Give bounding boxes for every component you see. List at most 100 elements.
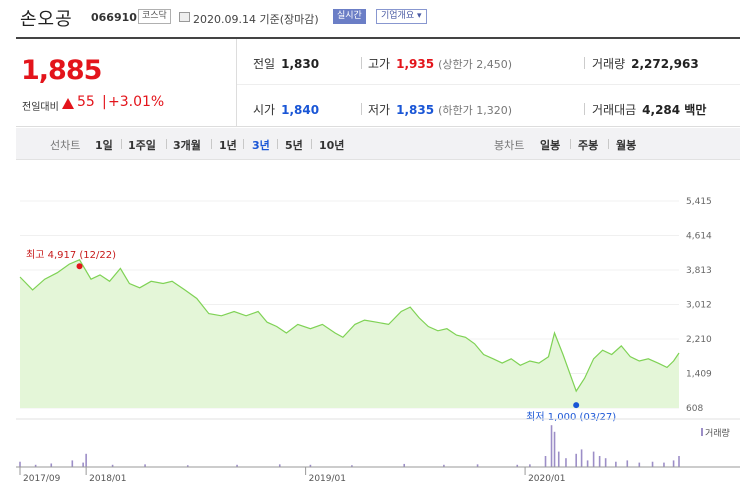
y-tick-label: 3,813 xyxy=(686,266,712,276)
volume-bar xyxy=(557,451,560,467)
amount-value: 4,284 백만 xyxy=(642,103,707,117)
volume-label: 거래량 xyxy=(592,57,626,71)
volume-cell: 거래량 2,272,963 xyxy=(592,53,699,73)
price-summary: 1,885 전일대비 55 | +3.01% 전일 1,830 고가 1,935 (상… xyxy=(16,37,740,127)
prev-close-cell: 전일 1,830 xyxy=(253,53,319,73)
amount-cell: 거래대금 4,284 백만 xyxy=(592,99,706,119)
volume-bar xyxy=(71,460,74,467)
volume-bar xyxy=(529,464,531,467)
volume-bar xyxy=(50,463,53,467)
volume-bar xyxy=(309,464,312,467)
volume-bar xyxy=(34,464,37,467)
price-chart-area: 5,415 4,614 3,813 3,012 2,210 1,409 608 최고 4,9… xyxy=(16,161,740,488)
volume-bars: 거래량 xyxy=(16,418,740,467)
reference-date: 2020.09.14 기준(장마감) xyxy=(193,13,319,26)
low-marker xyxy=(573,402,580,409)
stock-name: 손오공 xyxy=(20,9,73,30)
volume-bar xyxy=(615,461,617,467)
tab-3year[interactable]: 3년 xyxy=(252,139,270,152)
low-annotation: 최저 1,000 (03/27) xyxy=(526,411,616,423)
volume-bar xyxy=(516,464,519,467)
y-tick-label: 2,210 xyxy=(686,335,712,345)
tab-1day[interactable]: 1일 xyxy=(95,139,113,152)
y-tick-label: 4,614 xyxy=(686,231,712,241)
volume-bar xyxy=(678,456,680,467)
volume-bar xyxy=(403,463,406,467)
y-tick-label: 5,415 xyxy=(686,197,712,207)
y-tick-label: 1,409 xyxy=(686,370,712,380)
tab-separator xyxy=(243,139,244,149)
tab-3month[interactable]: 3개월 xyxy=(173,139,201,152)
low-cell: 저가 1,835 (하한가 1,320) xyxy=(368,99,512,119)
change-rate: +3.01% xyxy=(108,94,165,110)
tab-weekly-candle[interactable]: 주봉 xyxy=(578,139,599,152)
volume-bar xyxy=(592,451,595,467)
high-cell: 고가 1,935 (상한가 2,450) xyxy=(368,53,512,73)
prev-close-value: 1,830 xyxy=(281,57,320,71)
volume-bar xyxy=(278,464,281,467)
tab-separator xyxy=(311,139,312,149)
y-axis-labels: 5,415 4,614 3,813 3,012 2,210 1,409 608 xyxy=(686,197,712,414)
line-chart-label: 선차트 xyxy=(50,139,81,152)
open-label: 시가 xyxy=(253,103,276,117)
tab-monthly-candle[interactable]: 월봉 xyxy=(616,139,637,152)
volume-bar xyxy=(443,464,445,467)
tab-separator xyxy=(570,139,571,149)
price-chart: 5,415 4,614 3,813 3,012 2,210 1,409 608 최고 4,9… xyxy=(16,197,740,484)
amount-label: 거래대금 xyxy=(592,103,637,117)
volume-bar xyxy=(663,462,665,467)
y-tick-label: 608 xyxy=(686,404,703,414)
price-series-line xyxy=(19,259,680,393)
volume-bar xyxy=(638,462,641,467)
change-separator: | xyxy=(102,94,107,110)
volume-bar xyxy=(85,453,87,467)
tab-10year[interactable]: 10년 xyxy=(319,139,345,152)
upper-limit: (상한가 2,450) xyxy=(438,58,512,71)
volume-bar xyxy=(550,425,553,467)
cell-separator xyxy=(584,103,585,115)
x-axis-labels: 2017/09 2018/01 2019/01 2020/01 xyxy=(16,466,740,484)
volume-bar xyxy=(604,458,607,467)
volume-bar xyxy=(565,458,567,467)
tab-1week[interactable]: 1주일 xyxy=(128,139,156,152)
summary-divider xyxy=(236,39,237,127)
cell-separator xyxy=(361,103,362,115)
tab-1year[interactable]: 1년 xyxy=(219,139,237,152)
volume-bar xyxy=(544,456,547,467)
market-badge: 코스닥 xyxy=(138,9,171,24)
tab-separator xyxy=(608,139,609,149)
volume-bar xyxy=(144,464,146,467)
volume-bar xyxy=(351,465,353,467)
volume-bar xyxy=(476,464,479,467)
volume-bar xyxy=(672,460,675,467)
high-annotation: 최고 4,917 (12/22) xyxy=(26,249,116,261)
volume-bar xyxy=(598,456,601,467)
up-arrow-icon xyxy=(62,98,74,109)
volume-bar xyxy=(580,449,583,467)
x-tick-label: 2020/01 xyxy=(528,474,565,484)
volume-value: 2,272,963 xyxy=(631,57,699,71)
stock-code: 066910 xyxy=(91,11,137,24)
summary-row-divider xyxy=(237,84,740,85)
calendar-icon xyxy=(179,12,190,22)
high-value: 1,935 xyxy=(396,57,435,71)
tab-separator xyxy=(211,139,212,149)
chart-tab-bar: 선차트 1일 1주일 3개월 1년 3년 5년 10년 봉차트 일봉 주봉 월봉 xyxy=(16,128,740,160)
prev-close-label: 전일 xyxy=(253,57,276,71)
x-tick-label: 2017/09 xyxy=(23,474,61,484)
annotations: 최고 4,917 (12/22) 최저 1,000 (03/27) xyxy=(26,249,616,423)
change-value: 55 xyxy=(77,94,95,110)
open-cell: 시가 1,840 xyxy=(253,99,319,119)
tab-5year[interactable]: 5년 xyxy=(285,139,303,152)
tab-daily-candle[interactable]: 일봉 xyxy=(540,139,561,152)
low-value: 1,835 xyxy=(396,103,435,117)
high-marker xyxy=(76,263,83,270)
tab-separator xyxy=(121,139,122,149)
low-label: 저가 xyxy=(368,103,391,117)
volume-bar xyxy=(651,461,654,467)
tab-separator xyxy=(277,139,278,149)
x-tick-label: 2019/01 xyxy=(309,474,346,484)
volume-bar xyxy=(82,462,84,467)
realtime-button[interactable]: 실시간 xyxy=(333,9,366,24)
company-overview-dropdown[interactable]: 기업개요 ▾ xyxy=(376,9,427,24)
